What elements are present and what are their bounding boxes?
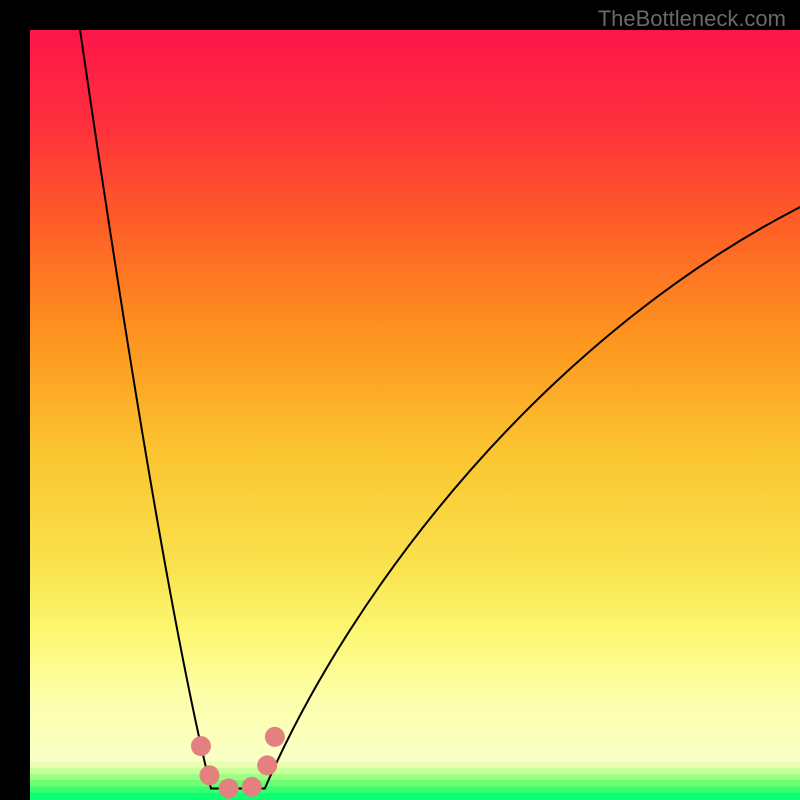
bottleneck-chart xyxy=(30,30,800,800)
bottom-green-stripes xyxy=(30,762,800,800)
watermark-text: TheBottleneck.com xyxy=(598,6,786,32)
chart-background xyxy=(30,30,800,800)
